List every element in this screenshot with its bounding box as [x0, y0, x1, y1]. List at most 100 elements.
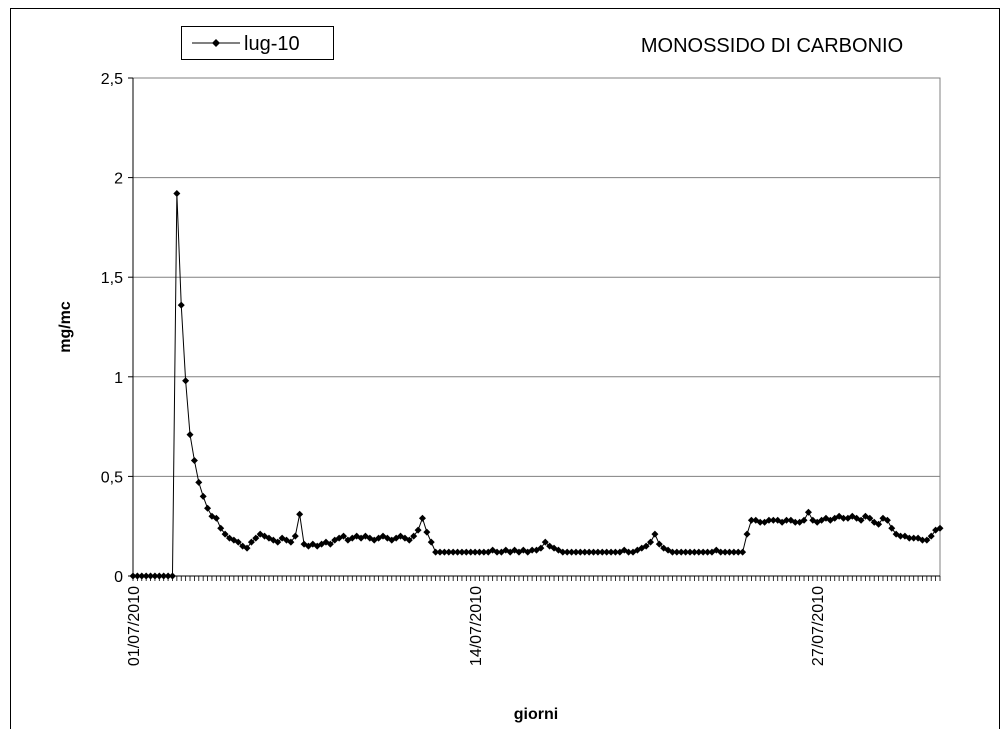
data-point: [936, 524, 944, 532]
data-point: [668, 548, 676, 556]
data-point: [695, 548, 703, 556]
data-point: [739, 548, 747, 556]
data-point: [725, 548, 733, 556]
data-point: [432, 548, 440, 556]
data-point: [673, 548, 681, 556]
data-point: [585, 548, 593, 556]
data-point: [212, 514, 220, 522]
data-point: [475, 548, 483, 556]
data-point: [918, 536, 926, 544]
data-point: [581, 548, 589, 556]
data-point: [436, 548, 444, 556]
data-point: [804, 508, 812, 516]
data-point: [897, 532, 905, 540]
y-tick-label: 2: [114, 171, 123, 188]
data-point: [568, 548, 576, 556]
data-point: [296, 510, 304, 518]
data-point: [414, 526, 422, 534]
data-point: [800, 516, 808, 524]
data-point: [611, 548, 619, 556]
data-point: [690, 548, 698, 556]
legend-label: lug-10: [244, 33, 300, 55]
data-point: [151, 572, 159, 580]
data-point: [642, 542, 650, 550]
data-point: [410, 532, 418, 540]
data-point: [699, 548, 707, 556]
y-tick-label: 0: [114, 569, 123, 586]
data-point: [769, 516, 777, 524]
data-point: [677, 548, 685, 556]
data-point: [682, 548, 690, 556]
data-point: [190, 456, 198, 464]
data-point: [857, 516, 865, 524]
data-point: [888, 524, 896, 532]
data-point: [927, 532, 935, 540]
data-point: [607, 548, 615, 556]
data-point: [173, 190, 181, 198]
data-point: [541, 538, 549, 546]
data-point: [291, 532, 299, 540]
chart-title: MONOSSIDO DI CARBONIO: [641, 35, 903, 57]
x-axis-label: giorni: [514, 706, 558, 723]
data-point: [340, 532, 348, 540]
data-point: [177, 301, 185, 309]
data-point: [559, 548, 567, 556]
data-point: [598, 548, 606, 556]
data-point: [247, 538, 255, 546]
legend-marker: [212, 39, 220, 47]
data-point: [883, 516, 891, 524]
data-point: [440, 548, 448, 556]
data-point: [129, 572, 137, 580]
x-tick-label: 27/07/2010: [810, 586, 827, 666]
data-point: [182, 377, 190, 385]
data-point: [537, 544, 545, 552]
data-point: [603, 548, 611, 556]
data-point: [717, 548, 725, 556]
data-point: [655, 540, 663, 548]
data-point: [164, 572, 172, 580]
data-point: [734, 548, 742, 556]
data-point: [221, 530, 229, 538]
data-point: [730, 548, 738, 556]
data-point: [405, 536, 413, 544]
data-point: [462, 548, 470, 556]
data-point: [252, 534, 260, 542]
data-point: [142, 572, 150, 580]
data-point: [866, 514, 874, 522]
data-point: [647, 538, 655, 546]
data-point: [625, 548, 633, 556]
data-point: [147, 572, 155, 580]
data-point: [576, 548, 584, 556]
data-point: [651, 530, 659, 538]
data-point: [418, 514, 426, 522]
data-point: [274, 538, 282, 546]
data-point: [905, 534, 913, 542]
data-point: [493, 548, 501, 556]
data-point: [454, 548, 462, 556]
y-tick-label: 1,5: [101, 270, 123, 287]
data-point: [910, 534, 918, 542]
data-point: [721, 548, 729, 556]
data-point: [326, 540, 334, 548]
data-point: [782, 516, 790, 524]
data-point: [875, 520, 883, 528]
data-point: [186, 431, 194, 439]
y-tick-label: 2,5: [101, 71, 123, 88]
x-tick-label: 01/07/2010: [126, 586, 143, 666]
data-point: [458, 548, 466, 556]
data-point: [168, 572, 176, 580]
data-point: [563, 548, 571, 556]
y-axis-label: mg/mc: [57, 301, 74, 353]
data-point: [704, 548, 712, 556]
data-point: [743, 530, 751, 538]
data-point: [138, 572, 146, 580]
data-point: [528, 546, 536, 554]
data-point: [923, 536, 931, 544]
data-point: [686, 548, 694, 556]
data-point: [445, 548, 453, 556]
data-point: [480, 548, 488, 556]
data-point: [234, 538, 242, 546]
data-point: [590, 548, 598, 556]
